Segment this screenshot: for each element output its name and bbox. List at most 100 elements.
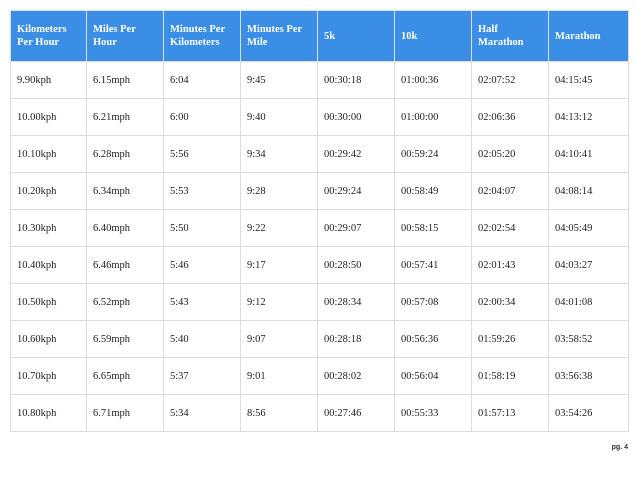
- cell-mph: 6.59mph: [86, 320, 164, 358]
- cell-min-per-km: 6:04: [163, 61, 241, 99]
- cell-min-per-mile: 9:45: [240, 61, 318, 99]
- cell-min-per-km: 5:56: [163, 135, 241, 173]
- cell-min-per-km: 5:46: [163, 246, 241, 284]
- cell-min-per-mile: 9:12: [240, 283, 318, 321]
- cell-10k: 01:00:00: [394, 98, 472, 136]
- cell-half-marathon: 02:00:34: [471, 283, 549, 321]
- cell-kph: 10.60kph: [10, 320, 87, 358]
- cell-mph: 6.52mph: [86, 283, 164, 321]
- table-header: Kilometers Per Hour Miles Per Hour Minut…: [10, 10, 629, 62]
- header-5k: 5k: [317, 10, 395, 62]
- cell-mph: 6.46mph: [86, 246, 164, 284]
- header-kph: Kilometers Per Hour: [10, 10, 87, 62]
- cell-kph: 10.50kph: [10, 283, 87, 321]
- table-row: 10.10kph 6.28mph 5:56 9:34 00:29:42 00:59:24 0…: [10, 135, 629, 173]
- cell-marathon: 03:56:38: [548, 357, 629, 395]
- cell-5k: 00:28:50: [317, 246, 395, 284]
- table-body: 9.90kph 6.15mph 6:04 9:45 00:30:18 01:00:36 02…: [10, 61, 629, 432]
- cell-mph: 6.71mph: [86, 394, 164, 432]
- cell-5k: 00:28:18: [317, 320, 395, 358]
- cell-kph: 10.80kph: [10, 394, 87, 432]
- cell-half-marathon: 02:06:36: [471, 98, 549, 136]
- cell-min-per-mile: 9:34: [240, 135, 318, 173]
- cell-half-marathon: 02:02:54: [471, 209, 549, 247]
- cell-10k: 00:57:41: [394, 246, 472, 284]
- cell-5k: 00:30:18: [317, 61, 395, 99]
- cell-mph: 6.21mph: [86, 98, 164, 136]
- table-row: 10.80kph 6.71mph 5:34 8:56 00:27:46 00:55:33 0…: [10, 394, 629, 432]
- cell-mph: 6.65mph: [86, 357, 164, 395]
- header-half-marathon: Half Marathon: [471, 10, 549, 62]
- cell-kph: 10.00kph: [10, 98, 87, 136]
- table-row: 10.30kph 6.40mph 5:50 9:22 00:29:07 00:58:15 0…: [10, 209, 629, 247]
- cell-10k: 00:56:04: [394, 357, 472, 395]
- table-row: 10.40kph 6.46mph 5:46 9:17 00:28:50 00:57:41 0…: [10, 246, 629, 284]
- table-row: 10.20kph 6.34mph 5:53 9:28 00:29:24 00:58:49 0…: [10, 172, 629, 210]
- table-row: 10.50kph 6.52mph 5:43 9:12 00:28:34 00:57:08 0…: [10, 283, 629, 321]
- cell-10k: 00:55:33: [394, 394, 472, 432]
- cell-min-per-mile: 8:56: [240, 394, 318, 432]
- header-row: Kilometers Per Hour Miles Per Hour Minut…: [10, 10, 629, 62]
- cell-kph: 9.90kph: [10, 61, 87, 99]
- cell-half-marathon: 02:04:07: [471, 172, 549, 210]
- cell-min-per-km: 6:00: [163, 98, 241, 136]
- cell-marathon: 04:08:14: [548, 172, 629, 210]
- cell-min-per-km: 5:53: [163, 172, 241, 210]
- cell-marathon: 03:54:26: [548, 394, 629, 432]
- cell-half-marathon: 02:07:52: [471, 61, 549, 99]
- cell-min-per-mile: 9:28: [240, 172, 318, 210]
- cell-min-per-km: 5:34: [163, 394, 241, 432]
- cell-min-per-mile: 9:22: [240, 209, 318, 247]
- table-row: 10.60kph 6.59mph 5:40 9:07 00:28:18 00:56:36 0…: [10, 320, 629, 358]
- cell-kph: 10.70kph: [10, 357, 87, 395]
- cell-10k: 00:56:36: [394, 320, 472, 358]
- cell-half-marathon: 01:57:13: [471, 394, 549, 432]
- cell-min-per-km: 5:40: [163, 320, 241, 358]
- cell-kph: 10.10kph: [10, 135, 87, 173]
- cell-min-per-mile: 9:40: [240, 98, 318, 136]
- cell-10k: 00:58:15: [394, 209, 472, 247]
- cell-5k: 00:30:00: [317, 98, 395, 136]
- page-number: pg. 4: [611, 444, 628, 451]
- cell-5k: 00:29:07: [317, 209, 395, 247]
- header-mph: Miles Per Hour: [86, 10, 164, 62]
- header-10k: 10k: [394, 10, 472, 62]
- table-row: 10.70kph 6.65mph 5:37 9:01 00:28:02 00:56:04 0…: [10, 357, 629, 395]
- cell-marathon: 04:15:45: [548, 61, 629, 99]
- cell-marathon: 04:13:12: [548, 98, 629, 136]
- table-row: 10.00kph 6.21mph 6:00 9:40 00:30:00 01:00:00 0…: [10, 98, 629, 136]
- cell-kph: 10.20kph: [10, 172, 87, 210]
- cell-5k: 00:28:34: [317, 283, 395, 321]
- cell-5k: 00:27:46: [317, 394, 395, 432]
- table-row: 9.90kph 6.15mph 6:04 9:45 00:30:18 01:00:36 02…: [10, 61, 629, 99]
- header-marathon: Marathon: [548, 10, 629, 62]
- cell-half-marathon: 02:05:20: [471, 135, 549, 173]
- cell-half-marathon: 01:58:19: [471, 357, 549, 395]
- cell-5k: 00:29:42: [317, 135, 395, 173]
- cell-10k: 00:57:08: [394, 283, 472, 321]
- cell-half-marathon: 01:59:26: [471, 320, 549, 358]
- cell-mph: 6.28mph: [86, 135, 164, 173]
- cell-min-per-mile: 9:01: [240, 357, 318, 395]
- cell-mph: 6.34mph: [86, 172, 164, 210]
- cell-min-per-km: 5:37: [163, 357, 241, 395]
- cell-mph: 6.40mph: [86, 209, 164, 247]
- cell-marathon: 04:01:08: [548, 283, 629, 321]
- header-min-per-km: Minutes Per Kilometers: [163, 10, 241, 62]
- cell-5k: 00:28:02: [317, 357, 395, 395]
- cell-min-per-km: 5:50: [163, 209, 241, 247]
- header-min-per-mile: Minutes Per Mile: [240, 10, 318, 62]
- cell-kph: 10.30kph: [10, 209, 87, 247]
- cell-min-per-mile: 9:17: [240, 246, 318, 284]
- cell-mph: 6.15mph: [86, 61, 164, 99]
- cell-marathon: 04:10:41: [548, 135, 629, 173]
- cell-half-marathon: 02:01:43: [471, 246, 549, 284]
- cell-kph: 10.40kph: [10, 246, 87, 284]
- cell-min-per-km: 5:43: [163, 283, 241, 321]
- cell-10k: 00:59:24: [394, 135, 472, 173]
- pace-conversion-table: Kilometers Per Hour Miles Per Hour Minut…: [10, 10, 629, 432]
- cell-min-per-mile: 9:07: [240, 320, 318, 358]
- cell-5k: 00:29:24: [317, 172, 395, 210]
- cell-marathon: 04:03:27: [548, 246, 629, 284]
- cell-marathon: 04:05:49: [548, 209, 629, 247]
